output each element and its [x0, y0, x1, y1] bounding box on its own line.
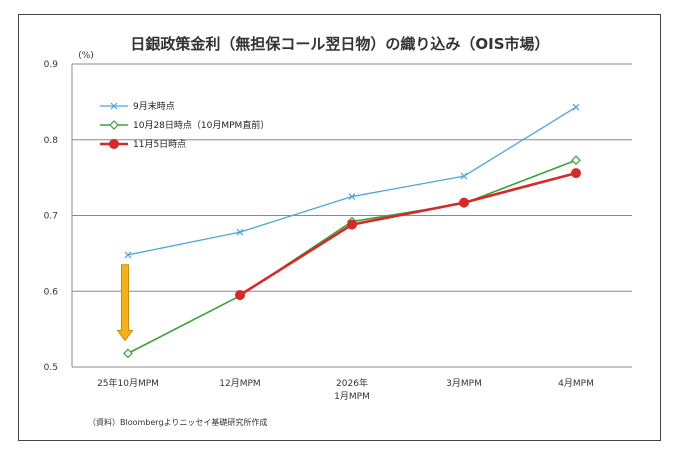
series-2 [123, 155, 581, 359]
series-1 [124, 103, 580, 259]
data-point [348, 193, 356, 200]
down-arrow [116, 264, 134, 342]
annotation [116, 264, 134, 342]
data-point [123, 348, 133, 359]
y-axis-unit: (%) [78, 51, 94, 61]
y-tick-label: 0.9 [44, 60, 59, 70]
legend-item: 10月28日時点（10月MPM直前） [100, 119, 269, 131]
chart-frame [18, 14, 661, 441]
data-point [235, 290, 245, 301]
legend-item: 11月5日時点 [100, 139, 186, 150]
y-tick-label: 0.8 [44, 136, 59, 146]
data-point [572, 103, 580, 111]
y-tick-label: 0.5 [44, 363, 58, 373]
y-axis-ticks: 0.5 0.6 0.7 0.8 0.9 [44, 60, 59, 373]
x-tick-label: 12月MPM [219, 378, 260, 389]
series-3 [235, 168, 581, 301]
data-point [109, 139, 119, 149]
y-tick-label: 0.7 [44, 212, 58, 222]
data-point [347, 219, 357, 230]
data-point [571, 168, 581, 179]
x-tick-label: 4月MPM [558, 378, 594, 389]
chart-title: 日銀政策金利（無担保コール翌日物）の織り込み（OIS市場） [130, 35, 549, 53]
data-point [110, 102, 118, 110]
series-line [127, 159, 577, 355]
y-tick-label: 0.6 [44, 287, 59, 297]
legend-label: 11月5日時点 [133, 139, 186, 150]
legend: 9月末時点 10月28日時点（10月MPM直前） 11月5日時点 [100, 100, 269, 150]
data-point [124, 251, 132, 259]
x-tick-label-line2: 1月MPM [334, 391, 370, 402]
x-tick-label: 25年10月MPM [97, 377, 159, 389]
source-note: （資料）Bloombergよりニッセイ基礎研究所作成 [88, 417, 267, 427]
x-axis-ticks: 25年10月MPM 12月MPM 2026年 1月MPM 3月MPM 4月MPM [97, 377, 594, 402]
series-lines [123, 103, 581, 359]
series-line [239, 171, 577, 297]
data-point [236, 228, 244, 236]
data-point [571, 155, 581, 166]
gridlines [71, 63, 632, 368]
legend-item: 9月末時点 [100, 100, 175, 112]
legend-label: 10月28日時点（10月MPM直前） [133, 119, 269, 131]
data-point [109, 120, 119, 130]
legend-label: 9月末時点 [133, 100, 175, 112]
data-point [459, 197, 469, 208]
data-point [460, 172, 468, 180]
x-tick-label: 3月MPM [446, 378, 482, 389]
x-tick-label: 2026年 [336, 377, 368, 389]
